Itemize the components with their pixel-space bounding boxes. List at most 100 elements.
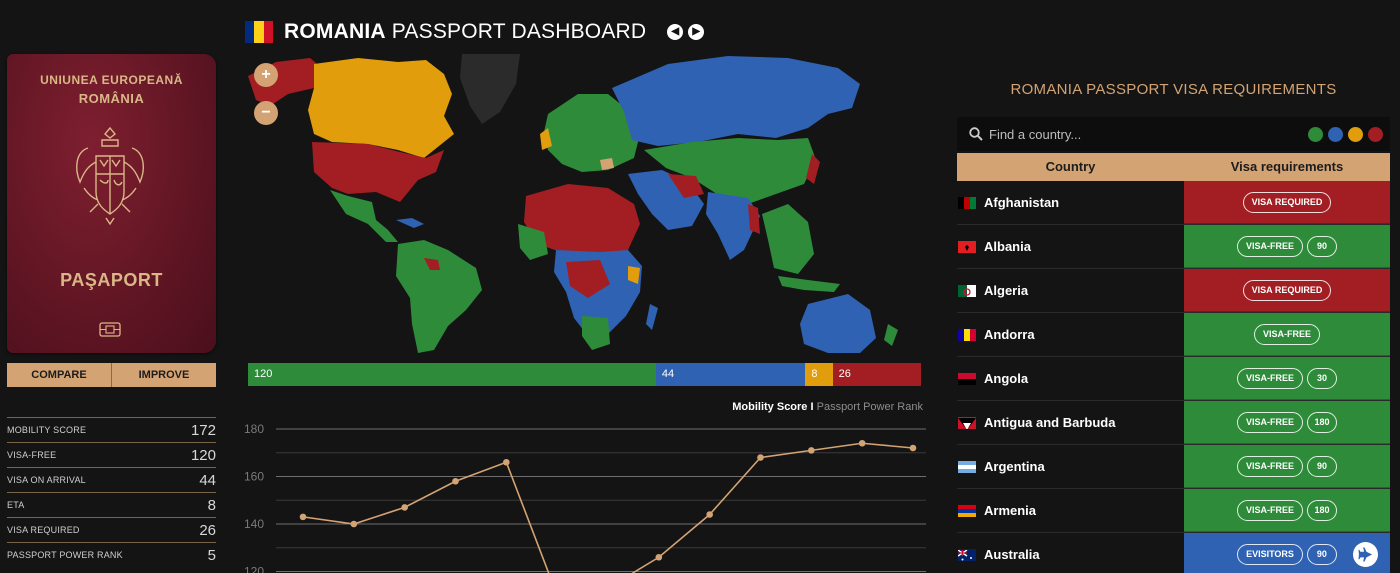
header: ROMANIA PASSPORT DASHBOARD ◀ ▶ [245, 20, 705, 44]
andorra-flag-icon [958, 328, 976, 341]
table-row[interactable]: Antigua and Barbuda VISA-FREE 180 [957, 401, 1390, 445]
table-row[interactable]: Andorra VISA-FREE [957, 313, 1390, 357]
chart-legend: Mobility Score I Passport Power Rank [732, 401, 923, 413]
map-region-africa-mid [566, 260, 610, 298]
mobility-score-chart: 120 140 160 180 [244, 422, 926, 573]
y-tick-label: 140 [244, 517, 264, 531]
country-name: Australia [984, 547, 1040, 562]
country-name: Algeria [984, 283, 1029, 298]
stat-label: VISA-FREE [7, 450, 57, 460]
table-row[interactable]: Australia EVISITORS 90 [957, 533, 1390, 573]
filter-eta-dot[interactable] [1348, 126, 1363, 142]
arrow-right-icon[interactable]: ▶ [688, 24, 705, 40]
table-row[interactable]: Argentina VISA-FREE 90 [957, 445, 1390, 489]
airplane-icon[interactable] [1353, 542, 1378, 567]
map-region-iran [668, 174, 704, 198]
table-row[interactable]: Afghanistan VISA REQUIRED [957, 181, 1390, 225]
country-cell: Albania [957, 225, 1184, 268]
breakdown-segment: 44 [655, 363, 806, 386]
arrow-left-icon[interactable]: ◀ [667, 24, 684, 40]
country-cell: Argentina [957, 445, 1184, 488]
data-point[interactable] [401, 504, 408, 511]
data-point[interactable] [706, 511, 713, 518]
data-point[interactable] [909, 444, 917, 452]
map-region-africa-north [524, 184, 640, 258]
visa-days-badge: 90 [1306, 543, 1337, 565]
stat-value: 120 [190, 446, 216, 464]
stat-row-visa-free: VISA-FREE 120 [7, 442, 216, 467]
data-point[interactable] [808, 447, 815, 454]
column-header-country[interactable]: Country [1045, 159, 1096, 174]
zoom-in-button[interactable]: + [254, 63, 278, 87]
table-row[interactable]: Algeria VISA REQUIRED [957, 269, 1390, 313]
map-region-south-america [396, 240, 482, 353]
filter-visa-free-dot[interactable] [1308, 126, 1323, 142]
coat-of-arms-icon [76, 126, 144, 226]
table-row[interactable]: Albania VISA-FREE 90 [957, 225, 1390, 269]
breakdown-segment: 26 [832, 363, 921, 386]
visa-cell: VISA-FREE 180 [1184, 401, 1390, 444]
visa-cell: VISA REQUIRED [1184, 181, 1390, 224]
visa-cell: VISA-FREE [1184, 313, 1390, 356]
data-point[interactable] [757, 454, 764, 461]
visa-cell: VISA-FREE 180 [1184, 489, 1390, 532]
stat-label: MOBILITY SCORE [7, 425, 87, 435]
stat-label: VISA REQUIRED [7, 525, 80, 535]
table-row[interactable]: Armenia VISA-FREE 180 [957, 489, 1390, 533]
data-point[interactable] [503, 458, 510, 466]
visa-status-badge: VISA-FREE [1253, 323, 1320, 345]
improve-button[interactable]: IMPROVE [111, 363, 216, 387]
visa-breakdown-bar: 120 44 8 26 [248, 363, 921, 386]
column-header-visa[interactable]: Visa requirements [1230, 159, 1344, 174]
stat-label: PASSPORT POWER RANK [7, 550, 123, 560]
country-name: Afghanistan [984, 195, 1060, 210]
passport-document-label: PAŞAPORT [60, 270, 163, 290]
passport-country-label: ROMÂNIA [78, 91, 145, 106]
visa-days-badge: 180 [1307, 411, 1337, 433]
data-point[interactable] [655, 553, 663, 561]
visa-days-badge: 90 [1307, 235, 1337, 257]
visa-status-badge: VISA-FREE [1236, 455, 1303, 477]
visa-cell: VISA-FREE 90 [1184, 445, 1390, 488]
passport-cover-image: UNIUNEA EUROPEANĂ ROMÂNIA PAŞAPORT [7, 54, 216, 353]
breakdown-segment: 120 [248, 363, 656, 386]
compare-button[interactable]: COMPARE [31, 369, 87, 381]
passport-actions: COMPARE IMPROVE [7, 363, 216, 387]
visa-status-badge: VISA-FREE [1236, 367, 1303, 389]
data-point[interactable] [452, 477, 459, 485]
zoom-out-button[interactable]: − [254, 101, 278, 125]
search-input[interactable] [989, 126, 1289, 142]
table-row[interactable]: Angola VISA-FREE 30 [957, 357, 1390, 401]
map-region-myanmar [748, 204, 760, 234]
map-region-europe [544, 94, 640, 172]
data-point[interactable] [350, 520, 358, 528]
armenia-flag-icon [958, 504, 976, 517]
map-region-africa-west [518, 224, 548, 260]
stat-row-visa-required: VISA REQUIRED 26 [7, 517, 216, 542]
y-tick-label: 120 [244, 565, 264, 573]
data-point[interactable] [299, 513, 307, 521]
world-map[interactable] [248, 54, 921, 353]
passport-union-label: UNIUNEA EUROPEANĂ [40, 73, 183, 87]
stat-value: 8 [207, 496, 216, 514]
map-region-japan [806, 154, 820, 184]
map-region-australia [800, 294, 876, 353]
filter-visa-required-dot[interactable] [1368, 126, 1383, 142]
visa-status-badge: VISA-FREE [1236, 499, 1303, 521]
country-name: Angola [984, 371, 1029, 386]
map-region-kenya [628, 266, 640, 284]
visa-days-badge: 180 [1307, 499, 1337, 521]
country-search [957, 117, 1390, 151]
map-region-russia [612, 56, 860, 146]
legend-passport-power-rank[interactable]: Passport Power Rank [816, 401, 923, 413]
data-point[interactable] [858, 439, 866, 447]
stat-value: 5 [207, 546, 216, 564]
country-name: Albania [984, 239, 1031, 254]
country-name: Armenia [984, 503, 1037, 518]
map-region-madagascar [646, 304, 658, 330]
country-cell: Angola [957, 357, 1184, 400]
filter-visa-on-arrival-dot[interactable] [1328, 126, 1343, 142]
legend-mobility-score[interactable]: Mobility Score [732, 401, 808, 413]
map-region-new-zealand [884, 324, 898, 346]
